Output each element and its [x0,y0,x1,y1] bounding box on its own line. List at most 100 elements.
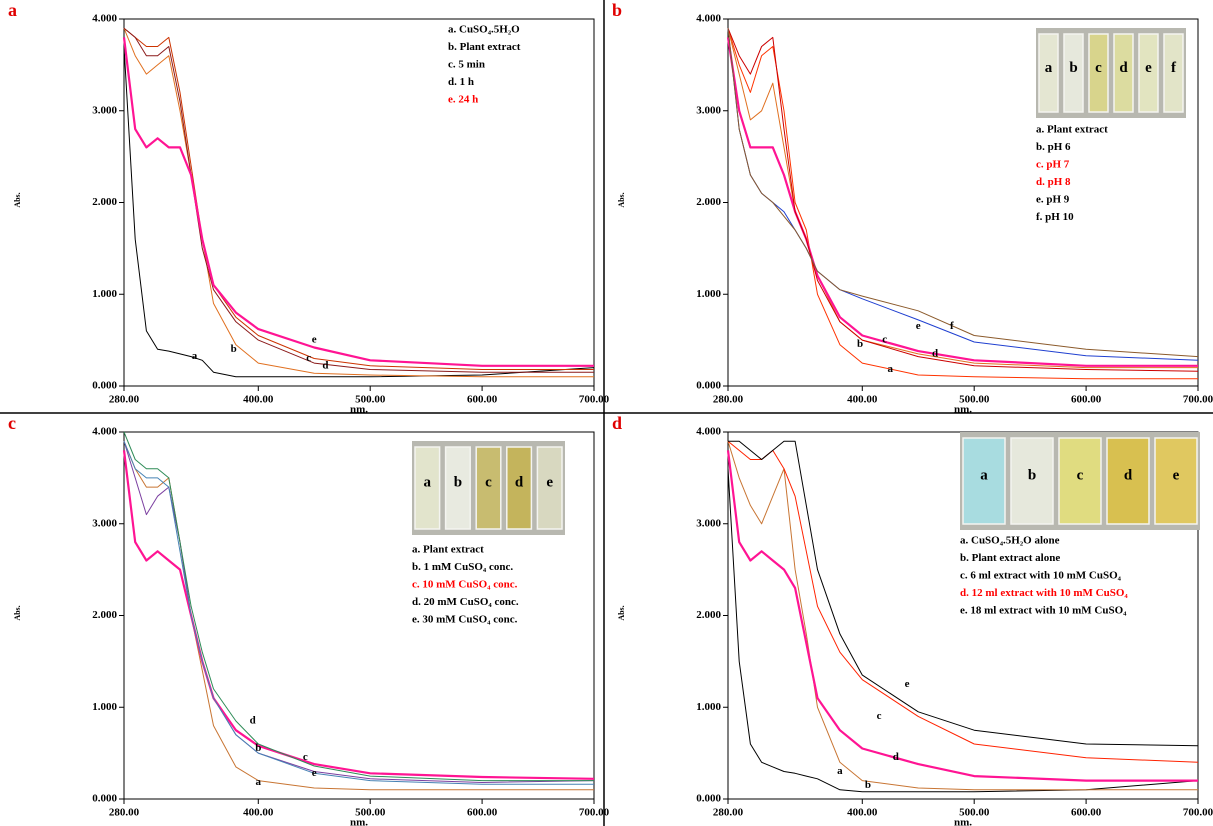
cuvette [414,446,441,530]
curve-label: d [932,347,938,359]
curve-label: b [255,742,261,754]
spectrum-line [123,46,595,378]
y-tick-label: 2.000 [92,609,117,621]
spectrum-line [727,441,1198,791]
x-tick-label: 600.00 [1071,394,1102,406]
y-tick-label: 1.000 [696,288,721,300]
x-tick-label: 280.00 [109,394,140,406]
curve-label: b [865,779,871,791]
y-tick-label: 0.000 [92,793,117,805]
panel-label: c [8,413,16,433]
cuvette [1058,437,1102,525]
cuvette [1163,33,1184,113]
y-tick-label: 4.000 [92,13,117,25]
x-tick-label: 600.00 [467,394,498,406]
legend-entry: b. Plant extract alone [960,552,1060,564]
x-tick-label: 700.00 [579,394,610,406]
panel-label: a [8,0,17,20]
x-tick-label: 500.00 [959,394,990,406]
photo [1036,28,1186,118]
cuvette-label: c [1095,60,1102,76]
x-tick-label: 400.00 [847,807,878,819]
x-tick-label: 400.00 [847,394,878,406]
panel-label: d [612,413,622,433]
x-tick-label: 700.00 [1183,394,1213,406]
legend-entry: b. pH 6 [1036,141,1071,153]
y-tick-label: 1.000 [92,288,117,300]
y-tick-label: 2.000 [696,609,721,621]
legend-entry: a. CuSO₄.5H₂O [448,24,520,36]
x-axis-label: nm. [350,404,368,416]
spectrum-line [123,27,594,373]
curve-label: c [306,352,311,364]
cuvette [536,446,563,530]
legend-entry: e. 18 ml extract with 10 mM CuSO₄ [960,605,1127,617]
y-tick-label: 4.000 [92,426,117,438]
spectrum-line [727,440,1199,763]
legend-entry: c. 6 ml extract with 10 mM CuSO₄ [960,570,1122,582]
y-tick-label: 3.000 [696,104,721,116]
curve-label: e [905,678,910,690]
y-tick-label: 0.000 [696,793,721,805]
legend-entry: c. 10 mM CuSO₄ conc. [412,579,518,591]
legend-entry: a. Plant extract [412,544,484,556]
curve-label: e [916,320,921,332]
cuvette-label: b [1028,468,1036,484]
cuvette-label: d [1124,468,1133,484]
cuvette-label: c [1077,468,1084,484]
y-axis-label: Abs. [617,192,626,207]
cuvette-label: d [515,475,524,491]
y-tick-label: 4.000 [696,426,721,438]
legend-entry: a. CuSO₄.5H₂O alone [960,535,1060,547]
cuvette-label: a [424,475,432,491]
spectrum-line [728,440,1199,747]
y-tick-label: 0.000 [696,380,721,392]
legend-entry: d. 20 mM CuSO₄ conc. [412,596,519,608]
cuvette [962,437,1006,525]
spectrum-line [726,450,1198,782]
spectrum-line [123,441,594,785]
cuvette-label: d [1119,60,1128,76]
curve-label: a [888,363,894,375]
y-tick-label: 3.000 [696,517,721,529]
cuvette-label: e [546,475,553,491]
cuvette-label: e [1145,60,1152,76]
cuvette [1154,437,1198,525]
spectrum-line [122,37,594,367]
legend-entry: b. 1 mM CuSO₄ conc. [412,561,513,573]
cuvette [475,446,502,530]
cuvette-label: a [1045,60,1053,76]
curve-label: c [882,334,887,346]
y-axis-label: Abs. [13,605,22,620]
y-axis-label: Abs. [13,192,22,207]
spectrum-line [727,28,1198,380]
curve-label: d [250,715,256,727]
cuvette [1138,33,1159,113]
x-tick-label: 400.00 [243,807,274,819]
legend-entry: a. Plant extract [1036,124,1108,136]
curve-label: a [256,776,262,788]
spectrum-line [727,28,1199,372]
x-tick-label: 400.00 [243,394,274,406]
cuvette [506,446,533,530]
spectrum-line [727,468,1199,793]
panel-label: b [612,0,622,20]
curve-label: d [322,359,328,371]
x-tick-label: 280.00 [713,394,744,406]
curve-label: e [312,767,317,779]
legend-entry: c. 5 min [448,59,485,71]
curve-label: f [950,320,954,332]
curve-label: e [312,334,317,346]
cuvette [1088,33,1109,113]
legend-entry: f. pH 10 [1036,211,1074,223]
legend-entry: e. pH 9 [1036,194,1070,206]
cuvette [1010,437,1054,525]
x-tick-label: 700.00 [579,807,610,819]
cuvette-label: b [1069,60,1077,76]
x-tick-label: 280.00 [713,807,744,819]
curve-label: a [837,765,843,777]
y-tick-label: 2.000 [696,196,721,208]
legend-entry: c. pH 7 [1036,159,1070,171]
curve-label: b [857,338,863,350]
